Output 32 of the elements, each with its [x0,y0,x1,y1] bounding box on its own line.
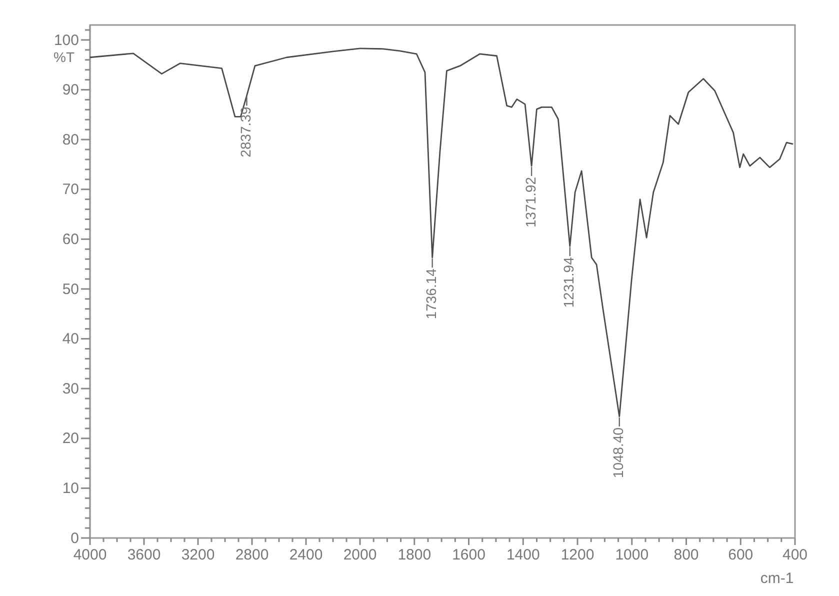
y-tick-label: 10 [62,480,79,497]
x-tick-label: 3600 [127,546,161,564]
x-tick-label: 1800 [398,546,432,564]
x-axis-title: cm-1 [760,570,794,587]
x-tick-label: 2800 [235,546,269,564]
x-tick-label: 3200 [181,546,215,564]
annotation: 1736.14 [423,268,440,320]
x-tick-label: 4000 [73,546,107,564]
y-tick-label: 0 [70,530,79,547]
x-tick-label: 1200 [560,546,594,564]
x-tick-label: 800 [674,546,699,564]
y-tick-label: 70 [62,181,79,198]
y-tick-label: 100 [54,32,79,49]
x-tick-label: 2000 [343,546,377,564]
annotation: 2837.39 [237,106,254,158]
annotation: 1231.94 [560,256,577,308]
annotation: 1048.40 [610,427,626,478]
y-tick-label: 60 [62,230,79,248]
x-tick-label: 1400 [506,546,540,564]
y-tick-label: 30 [62,380,79,398]
annotation: 1371.92 [522,176,538,228]
x-tick-label: 2400 [289,546,323,564]
x-tick-label: 1600 [452,546,486,564]
x-tick-label: 600 [728,546,754,564]
y-tick-label: 80 [62,131,79,148]
y-tick-label: 20 [62,430,79,448]
y-axis-title: %T [54,49,75,65]
x-tick-label: 400 [782,546,808,564]
x-tick-label: 1000 [615,546,649,564]
y-tick-label: 90 [62,82,79,99]
y-tick-label: 40 [62,330,79,348]
y-tick-label: 50 [62,280,79,298]
